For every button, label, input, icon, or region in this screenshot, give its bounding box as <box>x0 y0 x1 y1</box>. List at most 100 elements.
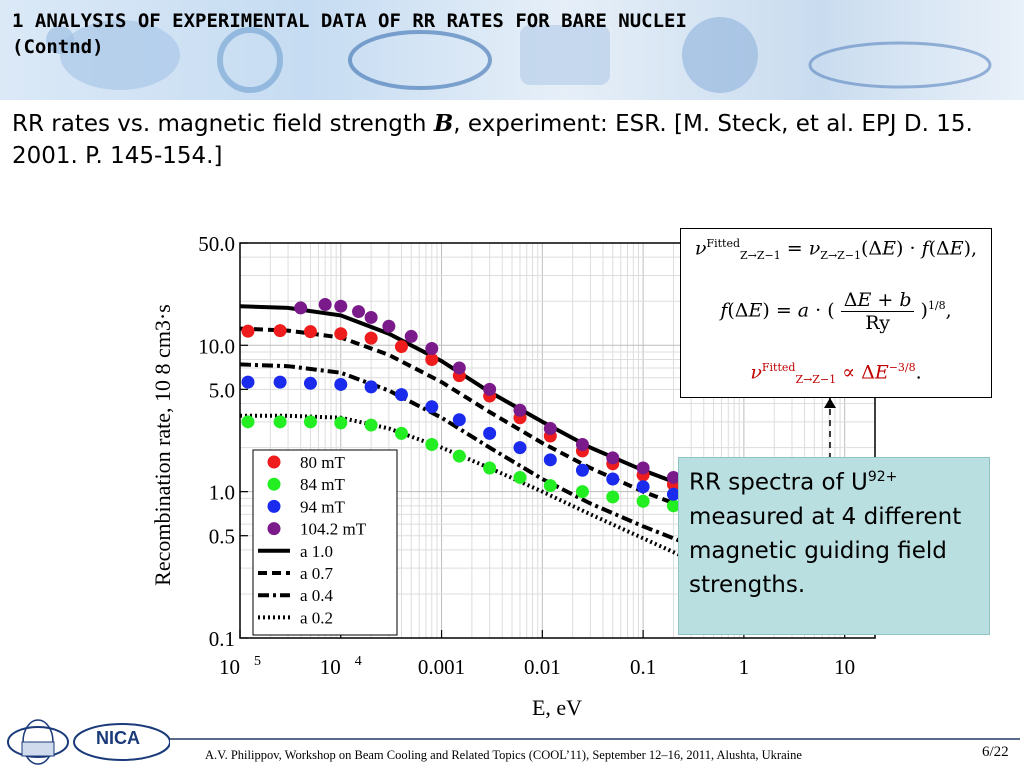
x-tick-label: 10 4 <box>320 654 362 679</box>
jinr-logo-icon <box>7 719 171 765</box>
data-point-0 <box>303 325 317 339</box>
data-point-3 <box>382 319 396 333</box>
data-point-2 <box>425 400 439 414</box>
x-tick-label: 1 <box>739 655 750 679</box>
slide-subtitle: RR rates vs. magnetic field strength B, … <box>12 108 1002 172</box>
data-point-1 <box>303 415 317 429</box>
data-point-3 <box>318 297 332 311</box>
legend-label-0: 80 mT <box>300 453 345 472</box>
data-point-0 <box>241 324 255 338</box>
y-tick-label: 1.0 <box>209 481 235 505</box>
data-point-1 <box>606 490 620 504</box>
callout-text-pre: RR spectra of U <box>689 469 868 496</box>
data-point-1 <box>513 470 527 484</box>
data-point-3 <box>364 310 378 324</box>
x-tick-label: 0.1 <box>630 655 656 679</box>
plot-frame <box>239 242 876 639</box>
formula-line-3: νFittedZ→Z−1 ∝ ΔE−3/8. <box>750 361 922 387</box>
data-point-0 <box>425 352 439 366</box>
data-point-2 <box>241 375 255 389</box>
x-tick-label: 10 5 <box>219 654 261 679</box>
nica-logo-text: NICA <box>96 728 140 748</box>
x-tick-label: 10 <box>834 655 855 679</box>
page-number: 6/22 <box>982 744 1009 760</box>
data-point-3 <box>606 451 620 465</box>
data-point-2 <box>483 426 497 440</box>
data-point-1 <box>452 449 466 463</box>
data-point-3 <box>666 470 680 484</box>
y-tick-label: 50.0 <box>198 232 235 256</box>
slide-title-line2: (Contnd) <box>12 36 104 58</box>
footer-text: A.V. Philippov, Workshop on Beam Cooling… <box>205 748 802 762</box>
data-point-2 <box>364 380 378 394</box>
data-point-0 <box>334 327 348 341</box>
data-point-2 <box>334 377 348 391</box>
callout-box: RR spectra of U92+ measured at 4 differe… <box>678 457 990 635</box>
legend-label-4: a 1.0 <box>300 542 333 561</box>
formula-line-2: f(ΔE) = a · ( ΔE + b Ry )1/8, <box>720 289 952 334</box>
footer-divider <box>170 738 1020 740</box>
legend-label-5: a 0.7 <box>300 564 334 583</box>
data-point-3 <box>483 382 497 396</box>
slide-title-line1: 1 ANALYSIS OF EXPERIMENTAL DATA OF RR RA… <box>12 10 687 32</box>
x-tick-label: 0.001 <box>418 655 465 679</box>
legend-marker-2 <box>267 499 281 513</box>
data-point-3 <box>425 342 439 356</box>
banner-image <box>46 17 992 93</box>
legend-label-3: 104.2 mT <box>300 520 367 539</box>
data-point-3 <box>404 329 418 343</box>
data-point-2 <box>273 375 287 389</box>
data-point-1 <box>636 494 650 508</box>
data-point-1 <box>425 437 439 451</box>
legend-label-6: a 0.4 <box>300 586 334 605</box>
data-point-1 <box>273 415 287 429</box>
data-point-1 <box>241 415 255 429</box>
y-tick-label: 10.0 <box>198 334 235 358</box>
formula-line-1: νFittedZ→Z−1 = νZ→Z−1(ΔE) · f(ΔE), <box>694 237 978 263</box>
data-point-2 <box>452 413 466 427</box>
data-point-2 <box>303 376 317 390</box>
header-banner: 1 ANALYSIS OF EXPERIMENTAL DATA OF RR RA… <box>0 0 1024 100</box>
legend-label-7: a 0.2 <box>300 608 333 627</box>
data-point-1 <box>575 485 589 499</box>
data-point-3 <box>294 301 308 315</box>
data-point-0 <box>273 324 287 338</box>
subtitle-text-post: , experiment: ESR. [M. Steck, et al. EPJ… <box>12 111 973 169</box>
callout-charge: 92+ <box>867 469 898 485</box>
data-point-1 <box>364 418 378 432</box>
callout-text-post: measured at 4 different magnetic guiding… <box>689 503 962 598</box>
y-tick-label: 0.1 <box>209 627 235 651</box>
callout-text: RR spectra of U92+ measured at 4 differe… <box>689 460 984 602</box>
data-point-3 <box>334 299 348 313</box>
x-tick-label: 0.01 <box>524 655 561 679</box>
data-points <box>241 297 821 628</box>
legend-marker-3 <box>267 522 281 536</box>
data-point-3 <box>575 437 589 451</box>
data-point-3 <box>513 403 527 417</box>
legend-marker-0 <box>267 455 281 469</box>
legend-marker-1 <box>267 477 281 491</box>
data-point-2 <box>606 472 620 486</box>
data-point-3 <box>352 305 366 319</box>
data-point-3 <box>452 361 466 375</box>
data-point-1 <box>394 426 408 440</box>
subtitle-text-pre: RR rates vs. magnetic field strength <box>12 111 434 137</box>
data-point-2 <box>394 388 408 402</box>
data-point-3 <box>636 461 650 475</box>
y-tick-labels: 0.1 0.5 1.0 5.0 10.0 50.0 <box>198 232 248 651</box>
slide-title: 1 ANALYSIS OF EXPERIMENTAL DATA OF RR RA… <box>12 8 992 60</box>
formula-box: νFittedZ→Z−1 = νZ→Z−1(ΔE) · f(ΔE), f(ΔE)… <box>680 228 992 398</box>
data-point-3 <box>543 422 557 436</box>
legend-label-2: 94 mT <box>300 497 345 516</box>
data-point-1 <box>334 416 348 430</box>
subtitle-symbol: B <box>433 110 454 137</box>
fit-curve-6 <box>240 362 745 565</box>
y-tick-label: 0.5 <box>209 525 235 549</box>
data-point-1 <box>483 461 497 475</box>
data-point-2 <box>636 480 650 494</box>
data-point-2 <box>575 463 589 477</box>
data-point-1 <box>666 499 680 513</box>
x-axis-label: E, eV <box>532 695 582 720</box>
fit-curve-5 <box>240 326 745 530</box>
chart-legend: 80 mT 84 mT 94 mT 104.2 mT a 1.0 a 0.7 a 0.4 a … <box>252 449 398 636</box>
